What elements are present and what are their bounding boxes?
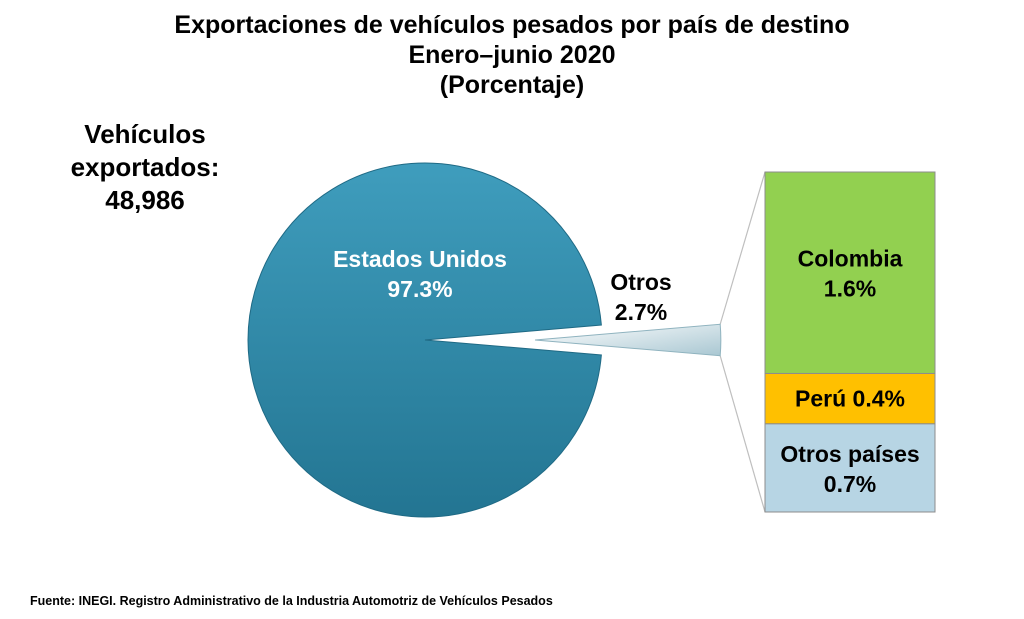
value-estados-unidos: 97.3% (387, 276, 452, 302)
chart-title: Exportaciones de vehículos pesados por p… (174, 11, 850, 39)
data-labels: Estados Unidos 97.3% Otros 2.7% Colombia 1.6%… (333, 246, 920, 497)
bar-segment-otros-paises (764, 423, 936, 513)
slice-estados-unidos (247, 162, 602, 518)
label-colombia: Colombia (798, 246, 903, 272)
value-peru: 0.4% (853, 386, 905, 412)
bar-segment-colombia (764, 171, 936, 374)
label-estados-unidos: Estados Unidos (333, 246, 507, 272)
total-exported-block: Vehículos exportados: 48,986 (40, 118, 250, 217)
label-peru: Perú 0.4% (795, 386, 905, 412)
connector-bottom (719, 355, 766, 513)
value-otros: 2.7% (615, 299, 667, 325)
total-label-line2: exportados: (70, 152, 220, 182)
value-colombia: 1.6% (824, 276, 876, 302)
label-otros: Otros (610, 269, 671, 295)
breakdown-bar (764, 171, 936, 513)
total-label-line1: Vehículos (84, 119, 206, 149)
label-otros-paises: Otros países (780, 441, 919, 467)
bar-segment-peru (764, 372, 936, 425)
breakdown-connectors (719, 171, 766, 513)
connector-top (719, 171, 766, 325)
chart-unit-label: (Porcentaje) (439, 71, 585, 99)
pie-slices (247, 162, 722, 518)
slice-otros (534, 323, 722, 357)
chart-subtitle: Enero–junio 2020 (408, 41, 616, 69)
label-text-peru: Perú (795, 386, 853, 412)
total-value: 48,986 (105, 185, 185, 215)
source-note: Fuente: INEGI. Registro Administrativo d… (30, 594, 553, 608)
value-otros-paises: 0.7% (824, 471, 876, 497)
chart-title-block: Exportaciones de vehículos pesados por p… (0, 10, 1024, 100)
